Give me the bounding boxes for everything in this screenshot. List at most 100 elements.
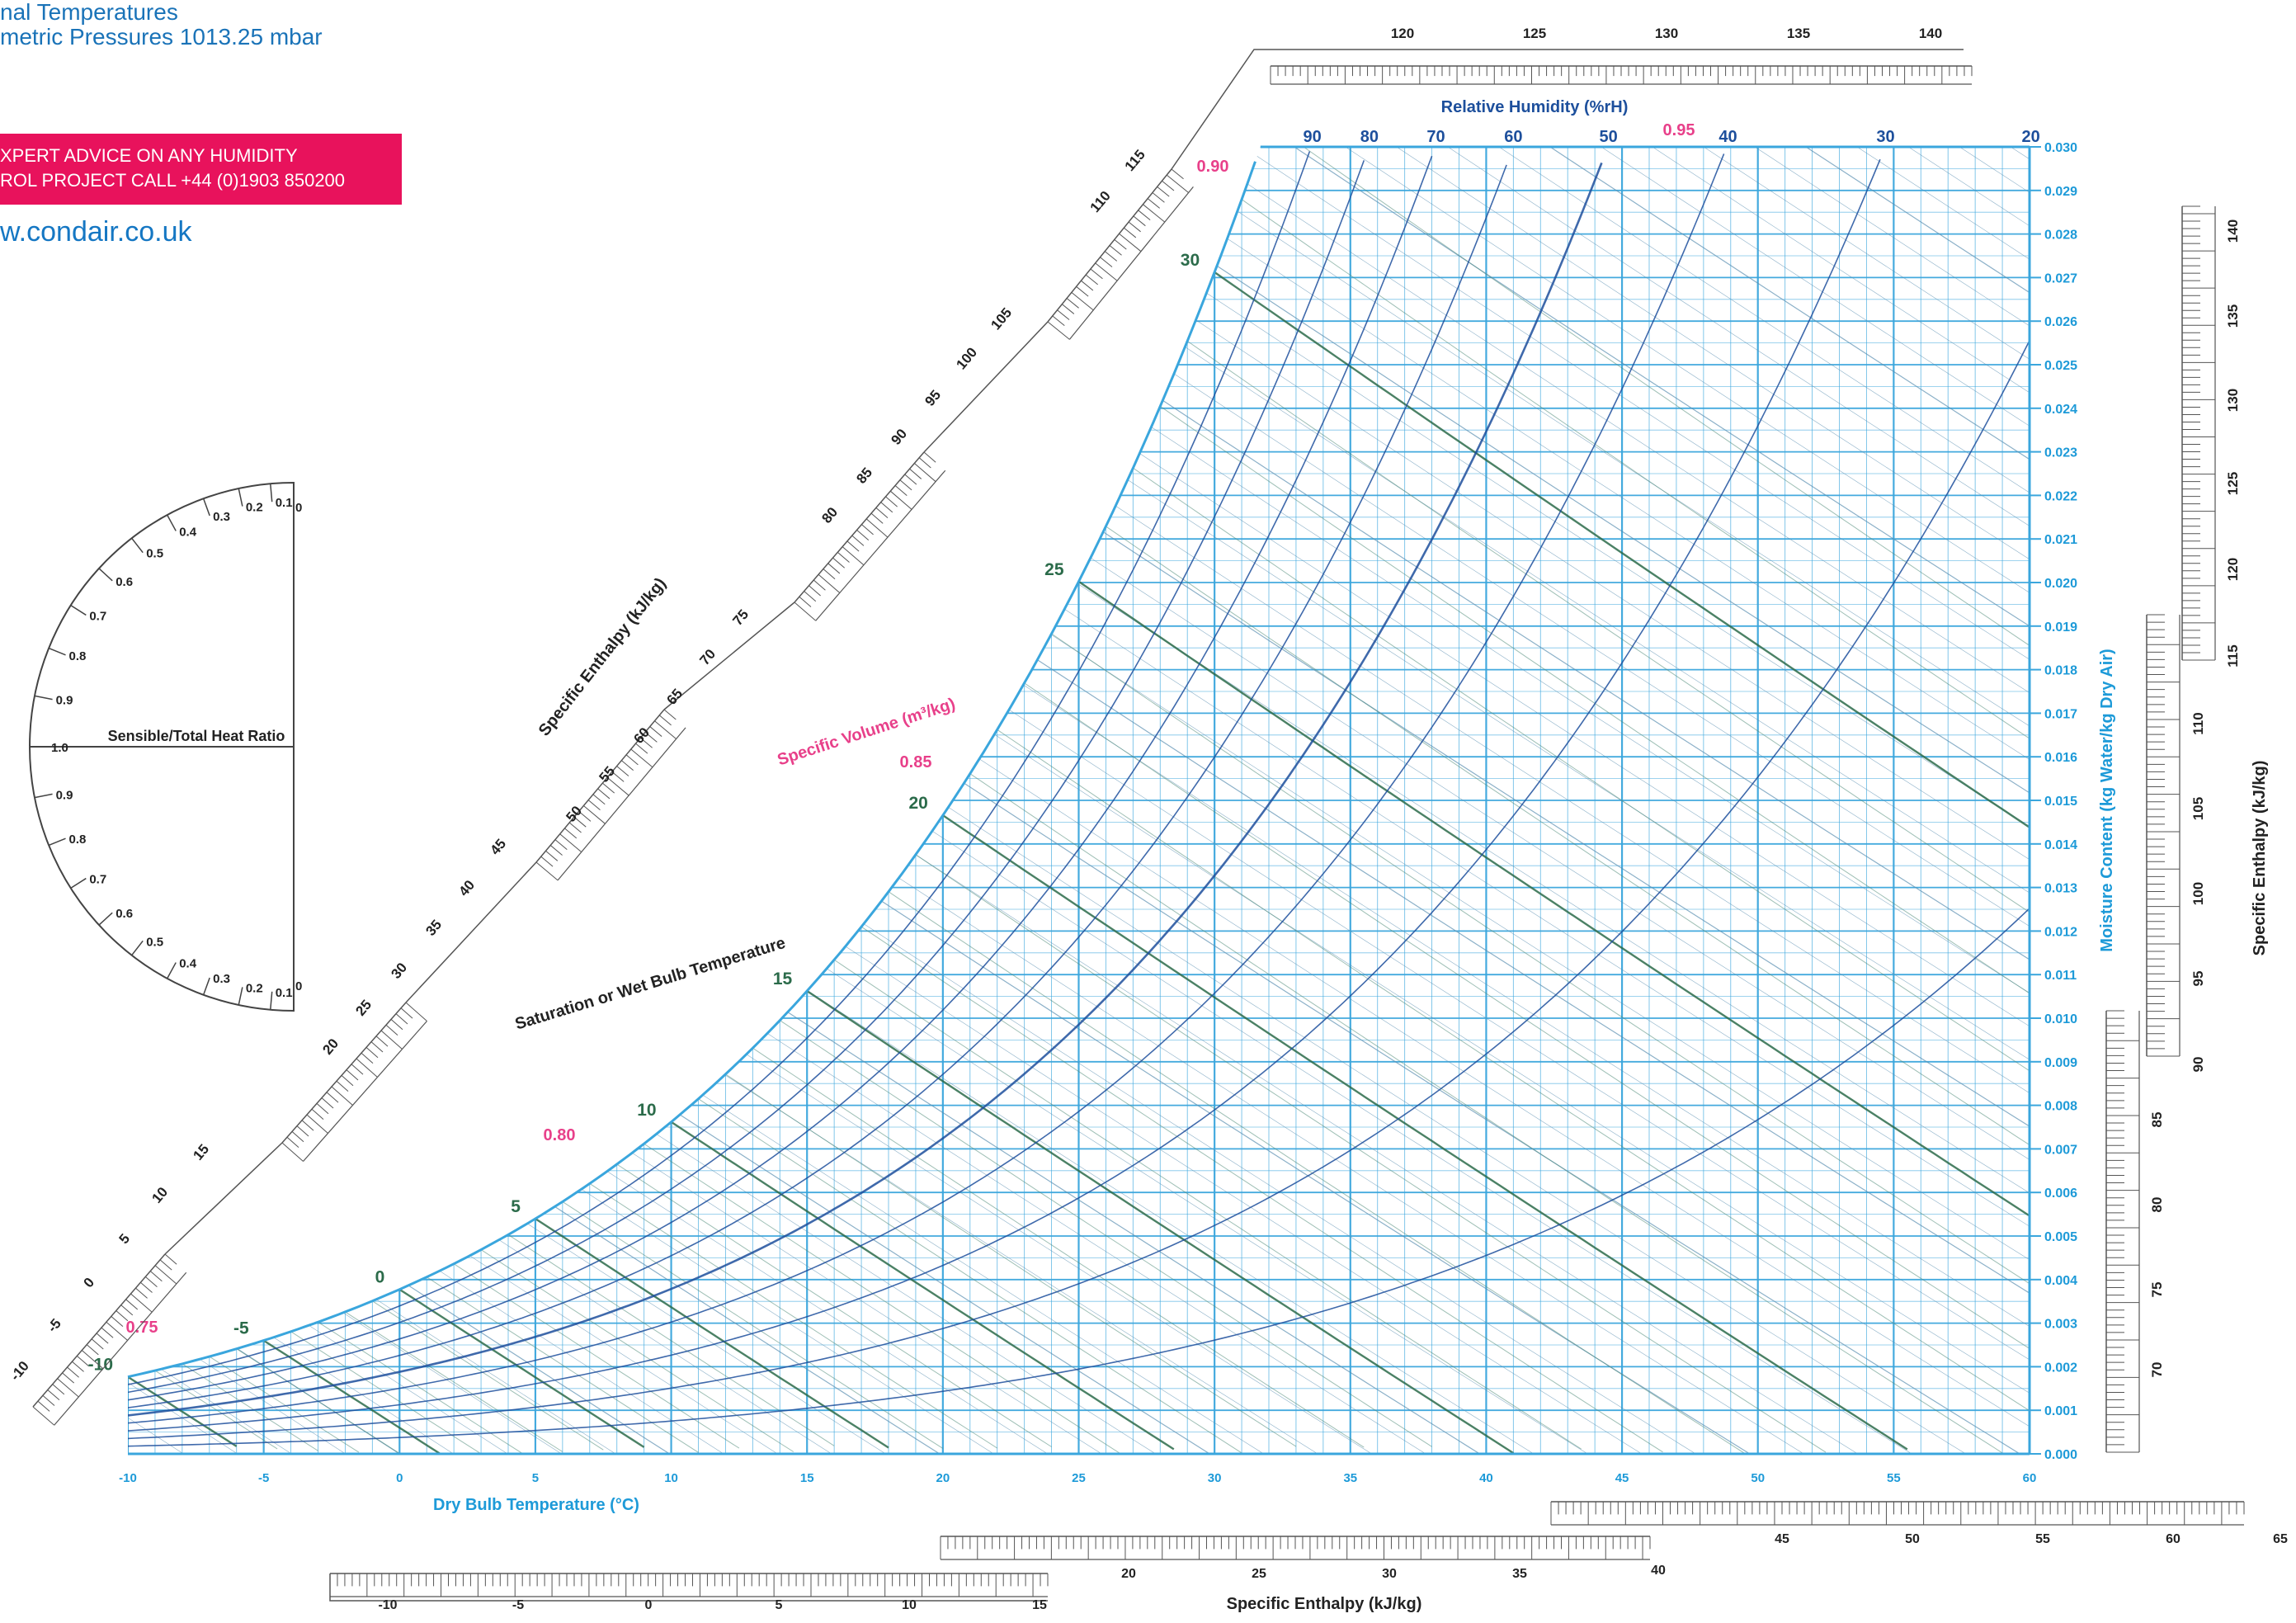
y-axis-label: Moisture Content (kg Water/kg Dry Air) bbox=[2098, 649, 2116, 951]
wetbulb-label: -10 bbox=[88, 1356, 113, 1375]
wetbulb-line bbox=[290, 1331, 482, 1454]
enthalpy-bottom-tick: 50 bbox=[1905, 1532, 1920, 1546]
enthalpy-right-tick: 140 bbox=[2225, 219, 2241, 243]
heat-ratio-tick: 0.6 bbox=[116, 907, 133, 921]
enthalpy-diag-tick: 115 bbox=[1122, 147, 1148, 174]
wetbulb-label: 30 bbox=[1181, 251, 1200, 270]
enthalpy-diag-tick: 20 bbox=[319, 1036, 342, 1058]
enthalpy-right-tick: 135 bbox=[2225, 304, 2241, 328]
wetbulb-label: 5 bbox=[511, 1197, 521, 1216]
y-tick-label: 0.012 bbox=[2044, 925, 2077, 939]
y-tick-label: 0.022 bbox=[2044, 489, 2077, 503]
saturation-curve bbox=[127, 161, 1256, 1379]
x-tick-label: 35 bbox=[1343, 1471, 1357, 1485]
rh-label: 50 bbox=[1599, 128, 1617, 146]
wetbulb-line bbox=[698, 1098, 1242, 1454]
enthalpy-right-tick: 95 bbox=[2190, 971, 2206, 987]
x-tick-label: 15 bbox=[800, 1471, 814, 1485]
wetbulb-line bbox=[209, 1356, 360, 1453]
wetbulb-line bbox=[752, 1047, 1365, 1448]
enthalpy-line bbox=[128, 1382, 291, 1454]
enthalpy-bottom-tick: 30 bbox=[1382, 1567, 1397, 1581]
rh-label: 60 bbox=[1504, 128, 1522, 146]
chart-notes: nal Temperatures metric Pressures 1013.2… bbox=[0, 0, 323, 50]
enthalpy-right-tick: 85 bbox=[2149, 1112, 2165, 1128]
rh-label: 40 bbox=[1718, 128, 1737, 146]
enthalpy-line bbox=[128, 1347, 346, 1454]
enthalpy-bottom-tick: 5 bbox=[776, 1598, 783, 1612]
y-tick-label: 0.003 bbox=[2044, 1318, 2077, 1332]
enthalpy-line bbox=[1377, 147, 2030, 493]
rh-curve bbox=[128, 164, 1507, 1408]
rh-curve bbox=[128, 340, 2030, 1440]
enthalpy-line bbox=[1133, 147, 2030, 660]
x-tick-label: 0 bbox=[396, 1471, 403, 1485]
y-tick-label: 0.019 bbox=[2044, 620, 2077, 635]
heat-ratio-tick: 0.9 bbox=[56, 788, 73, 802]
enthalpy-top-tick: 140 bbox=[1919, 26, 1942, 41]
enthalpy-right-tick: 125 bbox=[2225, 472, 2241, 495]
x-tick-label: 45 bbox=[1615, 1471, 1629, 1485]
x-tick-label: 20 bbox=[936, 1471, 950, 1485]
y-tick-label: 0.001 bbox=[2044, 1404, 2077, 1418]
enthalpy-diag-tick: 25 bbox=[352, 997, 375, 1019]
heat-ratio-tick: 1.0 bbox=[51, 741, 68, 755]
y-tick-label: 0.002 bbox=[2044, 1361, 2077, 1375]
website-link[interactable]: w.condair.co.uk bbox=[0, 216, 192, 248]
enthalpy-line bbox=[1431, 147, 2030, 460]
enthalpy-right-tick: 110 bbox=[2190, 712, 2206, 734]
enthalpy-bottom-tick: 45 bbox=[1775, 1532, 1789, 1546]
y-tick-label: 0.027 bbox=[2044, 271, 2077, 285]
wetbulb-line bbox=[1106, 526, 2030, 1146]
wetbulb-line bbox=[1051, 633, 2030, 1285]
y-tick-label: 0.030 bbox=[2044, 141, 2077, 155]
enthalpy-right-strip bbox=[2146, 614, 2180, 1057]
enthalpy-line bbox=[1486, 147, 2030, 427]
enthalpy-diag-tick: 30 bbox=[388, 960, 410, 982]
wetbulb-label: -5 bbox=[233, 1319, 249, 1338]
rh-curve bbox=[128, 160, 1365, 1394]
volume-label: 0.80 bbox=[544, 1126, 576, 1144]
heat-ratio-tick: 0.3 bbox=[213, 510, 230, 524]
y-tick-label: 0.010 bbox=[2044, 1012, 2077, 1026]
enthalpy-diag-tick: 90 bbox=[888, 426, 910, 448]
enthalpy-line bbox=[1839, 147, 2030, 193]
enthalpy-right-strip bbox=[2105, 1010, 2140, 1453]
enthalpy-right-tick: 90 bbox=[2190, 1057, 2206, 1073]
y-tick-label: 0.011 bbox=[2044, 969, 2077, 983]
enthalpy-diag-tick: -10 bbox=[7, 1358, 32, 1384]
enthalpy-diag-tick: 110 bbox=[1087, 188, 1114, 215]
wetbulb-line-main bbox=[1214, 271, 2030, 828]
y-tick-label: 0.024 bbox=[2044, 403, 2077, 417]
x-tick-label: 25 bbox=[1072, 1471, 1086, 1485]
y-tick-label: 0.023 bbox=[2044, 446, 2077, 460]
heat-ratio-label: Sensible/Total Heat Ratio bbox=[108, 728, 285, 744]
enthalpy-scale-strip bbox=[1047, 168, 1194, 340]
note-temperatures: nal Temperatures bbox=[0, 0, 178, 25]
enthalpy-right-tick: 100 bbox=[2190, 882, 2206, 905]
enthalpy-diag-tick: 55 bbox=[596, 763, 618, 786]
x-tick-label: 5 bbox=[532, 1471, 539, 1485]
wetbulb-line bbox=[182, 1363, 318, 1451]
x-tick-label: -5 bbox=[258, 1471, 269, 1485]
rh-curve bbox=[128, 158, 1881, 1432]
wetbulb-line bbox=[562, 1201, 944, 1449]
volume-label: 0.75 bbox=[126, 1319, 158, 1337]
volume-label: 0.95 bbox=[1663, 121, 1695, 139]
wetbulb-line-main bbox=[1077, 580, 2030, 1217]
enthalpy-right-tick: 80 bbox=[2149, 1197, 2165, 1213]
enthalpy-scale-strip bbox=[794, 451, 946, 621]
enthalpy-diag-tick: 75 bbox=[729, 606, 752, 629]
wetbulb-axis-label: Saturation or Wet Bulb Temperature bbox=[513, 934, 788, 1034]
heat-ratio-tick: 0.8 bbox=[69, 833, 87, 847]
rh-curve bbox=[128, 153, 1725, 1424]
y-tick-label: 0.028 bbox=[2044, 229, 2077, 243]
wetbulb-line bbox=[915, 854, 1827, 1453]
y-tick-label: 0.009 bbox=[2044, 1056, 2077, 1070]
enthalpy-right-label: Specific Enthalpy (kJ/kg) bbox=[2251, 761, 2269, 956]
heat-ratio-tick: 0.4 bbox=[179, 957, 197, 971]
enthalpy-line bbox=[1594, 147, 2030, 360]
rh-label: 80 bbox=[1360, 128, 1379, 146]
wetbulb-line bbox=[453, 1263, 740, 1449]
wetbulb-line bbox=[372, 1300, 604, 1451]
